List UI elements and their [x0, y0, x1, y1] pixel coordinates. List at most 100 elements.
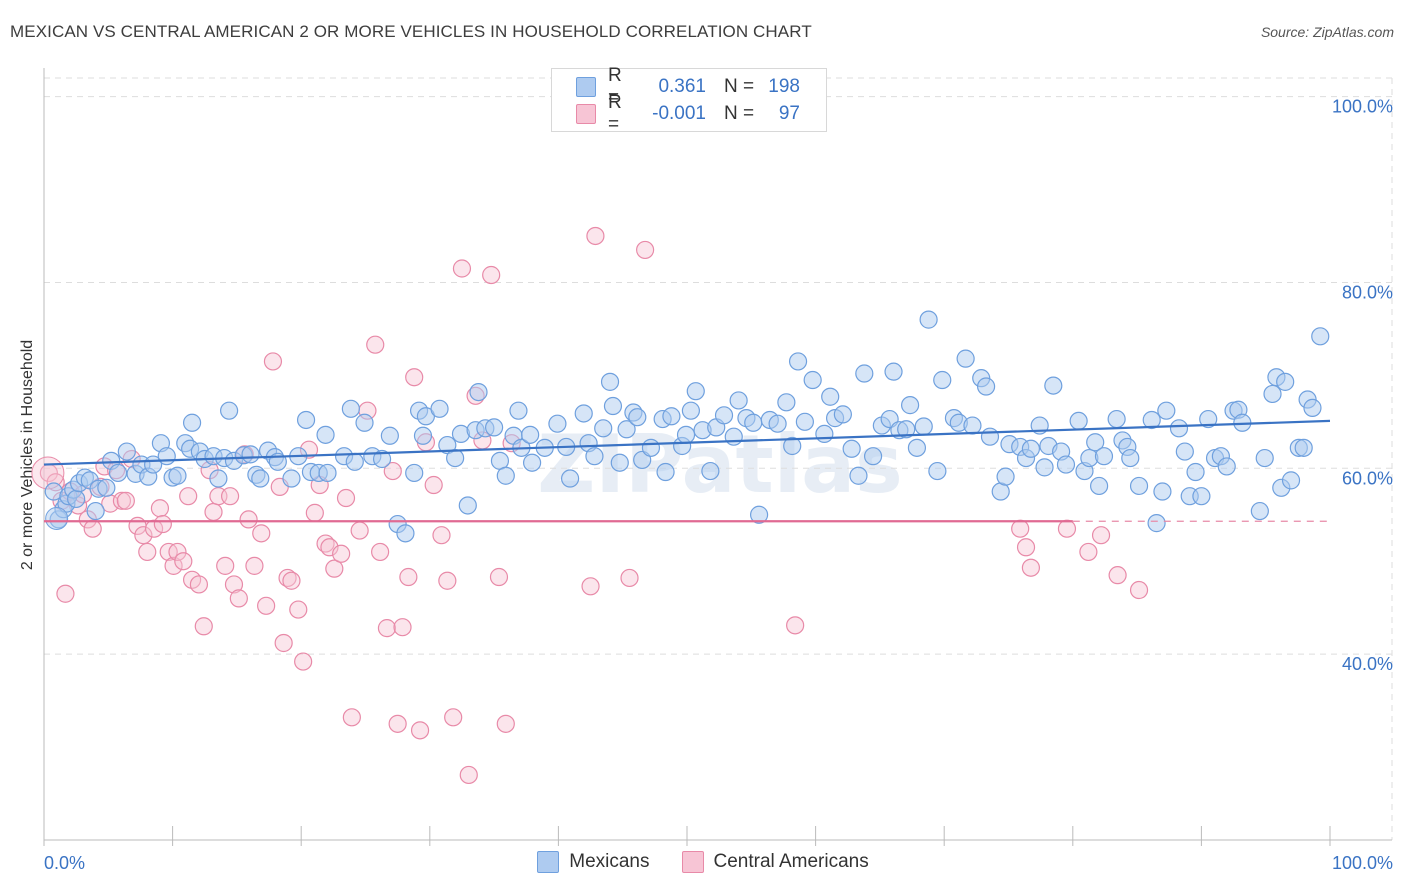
point-central-americans	[224, 575, 244, 594]
point-mexicans	[1069, 411, 1088, 430]
point-mexicans	[522, 453, 542, 472]
point-central-americans	[220, 487, 240, 506]
chart-title: MEXICAN VS CENTRAL AMERICAN 2 OR MORE VE…	[10, 22, 812, 41]
point-mexicans	[209, 469, 228, 488]
point-mexicans	[662, 407, 681, 426]
point-mexicans	[628, 408, 647, 427]
point-mexicans	[1086, 433, 1105, 452]
point-mexicans	[1129, 476, 1149, 496]
point-mexicans	[803, 370, 822, 390]
point-mexicans	[795, 412, 814, 431]
point-mexicans	[842, 439, 861, 458]
legend-r-label: R =	[608, 92, 622, 135]
point-mexicans	[676, 425, 696, 444]
point-central-americans	[168, 542, 187, 562]
point-mexicans	[1276, 372, 1295, 391]
point-mexicans	[560, 469, 580, 488]
point-mexicans	[1175, 442, 1194, 461]
point-mexicans	[681, 401, 700, 420]
point-central-americans	[1057, 519, 1077, 538]
point-central-americans	[452, 259, 472, 278]
point-central-americans	[336, 488, 356, 508]
point-mexicans	[318, 463, 337, 483]
point-mexicans	[316, 425, 335, 444]
point-mexicans	[901, 396, 920, 415]
point-mexicans	[446, 448, 465, 468]
y-tick-label: 40.0%	[1342, 654, 1393, 674]
legend-swatch-mexicans	[537, 851, 560, 873]
point-central-americans	[229, 589, 248, 608]
point-mexicans	[574, 404, 593, 423]
point-central-americans	[405, 368, 424, 387]
point-central-americans	[489, 567, 509, 587]
point-central-americans	[289, 600, 308, 619]
point-mexicans	[933, 370, 952, 390]
point-central-americans	[342, 708, 361, 727]
legend-swatch-mexicans	[576, 77, 596, 97]
point-central-americans	[1079, 542, 1098, 562]
point-central-americans	[252, 524, 271, 543]
legend-swatch-central-americans	[576, 104, 596, 124]
point-mexicans	[341, 399, 360, 418]
legend-swatch-central-americans	[681, 851, 704, 873]
point-mexicans	[1035, 458, 1054, 477]
legend-row-central-americans: R = -0.001 N = 97	[576, 92, 800, 135]
legend-n-value: 97	[778, 103, 800, 124]
point-mexicans	[108, 463, 128, 483]
point-mexicans	[1294, 438, 1313, 457]
point-mexicans	[345, 452, 364, 471]
point-central-americans	[164, 556, 183, 575]
point-mexicans	[617, 420, 636, 439]
point-central-americans	[1108, 566, 1127, 585]
point-mexicans	[729, 391, 748, 410]
point-mexicans	[1311, 327, 1330, 346]
point-mexicans	[980, 427, 1000, 446]
point-mexicans	[788, 352, 808, 371]
legend-label-central-americans: Central Americans	[713, 851, 869, 872]
point-central-americans	[1129, 580, 1149, 600]
point-central-americans	[194, 617, 213, 636]
point-central-americans	[444, 708, 463, 727]
point-mexicans	[928, 461, 947, 481]
point-mexicans	[1281, 471, 1301, 490]
point-mexicans	[849, 466, 868, 485]
point-mexicans	[521, 425, 540, 444]
point-central-americans	[282, 571, 301, 590]
legend-item-central-americans[interactable]: Central Americans	[681, 851, 869, 873]
point-mexicans	[282, 469, 301, 488]
point-mexicans	[220, 401, 239, 420]
legend-item-mexicans[interactable]: Mexicans	[537, 851, 650, 873]
point-central-americans	[257, 596, 276, 615]
point-mexicans	[86, 501, 105, 521]
point-central-americans	[179, 487, 198, 506]
series-legend: Mexicans Central Americans	[0, 851, 1406, 873]
point-central-americans	[377, 619, 397, 638]
point-central-americans	[1091, 526, 1111, 545]
point-mexicans	[1199, 409, 1218, 429]
point-central-americans	[1016, 538, 1036, 557]
point-mexicans	[45, 506, 69, 530]
point-mexicans	[485, 418, 504, 437]
point-mexicans	[117, 442, 136, 461]
point-mexicans	[469, 382, 488, 402]
point-mexicans	[1121, 448, 1140, 468]
point-mexicans	[996, 467, 1015, 486]
point-central-americans	[371, 542, 390, 562]
point-central-americans	[138, 542, 157, 562]
point-central-americans	[294, 652, 313, 671]
point-central-americans	[204, 502, 223, 522]
point-mexicans	[1142, 410, 1161, 430]
point-central-americans	[482, 265, 501, 285]
point-mexicans	[783, 436, 802, 456]
x-tick-label: 100.0%	[1332, 853, 1393, 873]
legend-n-label: N =	[724, 103, 755, 124]
legend-n-value: 198	[768, 76, 800, 97]
point-mexicans	[768, 414, 787, 433]
point-mexicans	[585, 447, 604, 466]
point-mexicans	[863, 447, 883, 466]
point-central-americans	[83, 519, 102, 538]
point-central-americans	[239, 510, 258, 529]
point-mexicans	[413, 426, 433, 445]
point-mexicans	[496, 466, 515, 485]
point-central-americans	[245, 556, 264, 575]
